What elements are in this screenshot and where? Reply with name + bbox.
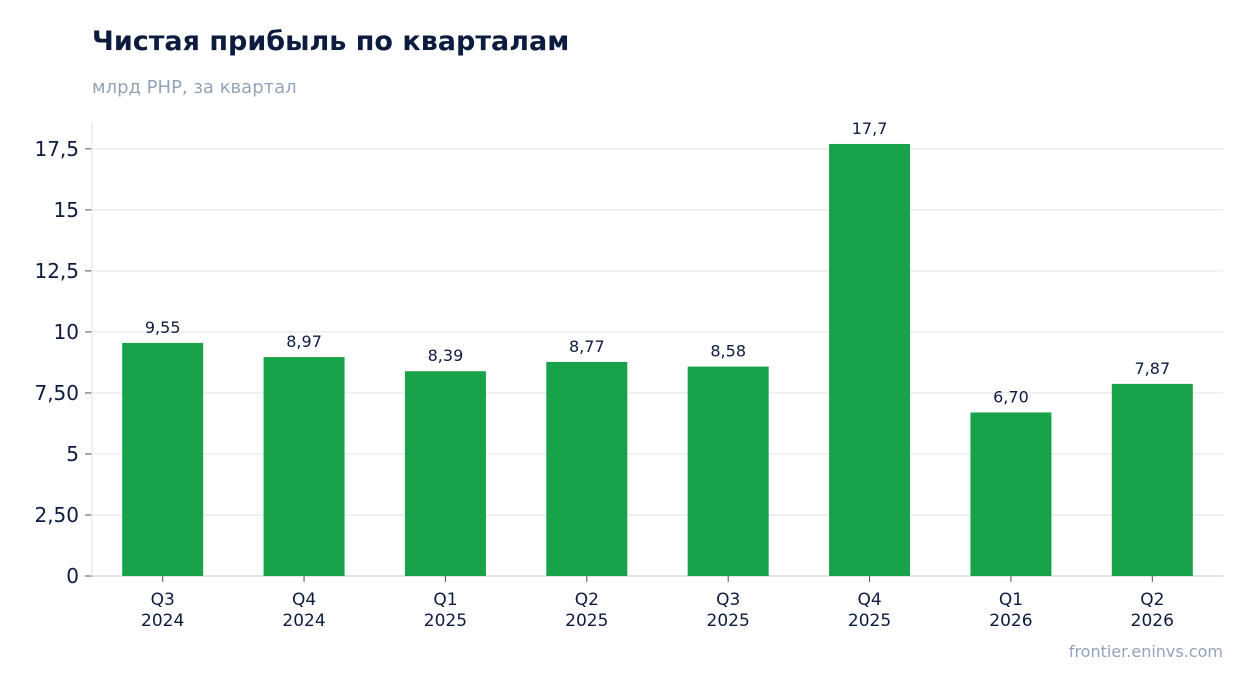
x-tick-label-quarter: Q2 [1140,590,1164,610]
x-tick-label-year: 2025 [707,611,750,631]
x-tick-label-year: 2024 [282,611,325,631]
data-label: 8,97 [286,332,322,351]
x-tick-label-quarter: Q1 [433,590,457,610]
x-tick-label-quarter: Q4 [292,590,316,610]
x-tick-label-quarter: Q1 [999,590,1023,610]
bar [970,412,1052,576]
bar [263,357,345,576]
bar [829,143,911,576]
x-tick-label-year: 2025 [848,611,891,631]
y-tick-label: 12,5 [34,259,79,283]
x-tick-label-year: 2026 [989,611,1032,631]
data-label: 17,7 [852,119,888,138]
source-label: frontier.eninvs.com [1068,642,1223,661]
y-tick-label: 10 [54,320,79,344]
y-tick-label: 7,50 [34,381,79,405]
x-tick-label-quarter: Q3 [151,590,175,610]
bar [1111,383,1193,576]
data-label: 8,77 [569,337,605,356]
bar [546,361,628,576]
chart-subtitle: млрд PHP, за квартал [92,77,297,98]
x-tick-label-year: 2025 [565,611,608,631]
bar [687,366,769,576]
chart-title: Чистая прибыль по кварталам [92,26,570,57]
y-tick-label: 17,5 [34,137,79,161]
x-tick-label-year: 2024 [141,611,184,631]
data-label: 8,58 [710,342,746,361]
y-tick-label: 15 [54,198,79,222]
bar [404,371,486,576]
y-tick-label: 5 [66,442,79,466]
x-tick-label-year: 2026 [1131,611,1174,631]
data-label: 7,87 [1135,359,1171,378]
data-label: 6,70 [993,387,1029,406]
x-tick-label-year: 2025 [424,611,467,631]
data-label: 8,39 [428,346,464,365]
bar [122,342,204,576]
x-tick-label-quarter: Q3 [716,590,740,610]
x-tick-label-quarter: Q2 [575,590,599,610]
data-label: 9,55 [145,318,181,337]
y-tick-label: 2,50 [34,503,79,527]
x-tick-label-quarter: Q4 [857,590,881,610]
y-tick-label: 0 [66,564,79,588]
